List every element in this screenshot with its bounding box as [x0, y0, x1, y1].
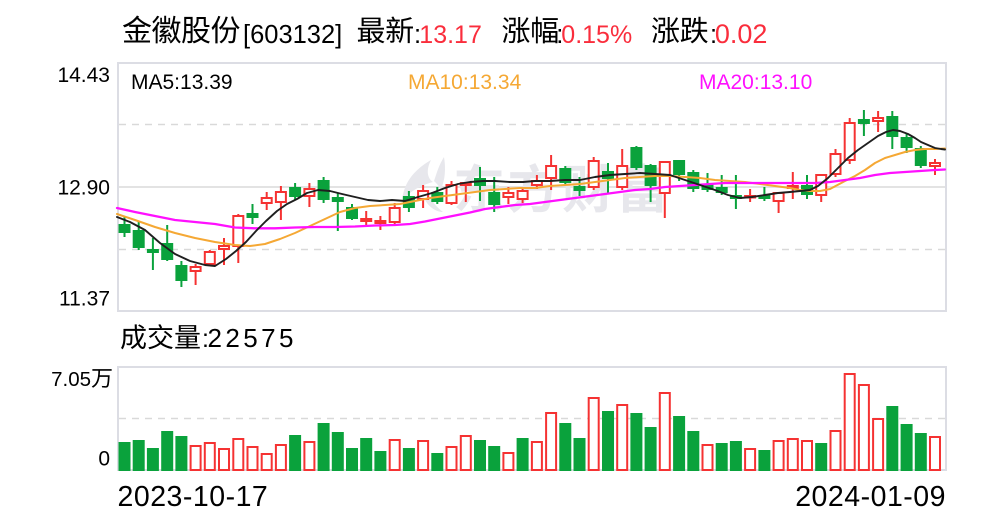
svg-text::: : — [710, 21, 717, 49]
svg-text:0.15%: 0.15% — [561, 21, 632, 49]
svg-text::: : — [202, 325, 209, 353]
svg-text::: : — [414, 21, 421, 49]
svg-text::: : — [556, 21, 563, 49]
svg-text:7.05: 7.05 — [51, 368, 91, 391]
svg-text:MA10:13.34: MA10:13.34 — [408, 71, 522, 94]
svg-text:MA5:13.39: MA5:13.39 — [131, 71, 233, 94]
svg-text:12.90: 12.90 — [57, 177, 110, 200]
svg-text:2023-10-17: 2023-10-17 — [118, 481, 269, 513]
svg-text:0.02: 0.02 — [715, 19, 768, 49]
svg-text:MA20:13.10: MA20:13.10 — [699, 71, 812, 94]
svg-text:13.17: 13.17 — [419, 21, 482, 49]
svg-text:0: 0 — [98, 448, 110, 471]
svg-text:22575: 22575 — [208, 323, 297, 353]
svg-text:11.37: 11.37 — [59, 288, 110, 311]
svg-text:[603132]: [603132] — [243, 21, 342, 49]
svg-text:14.43: 14.43 — [57, 64, 110, 87]
svg-text:2024-01-09: 2024-01-09 — [795, 481, 946, 513]
